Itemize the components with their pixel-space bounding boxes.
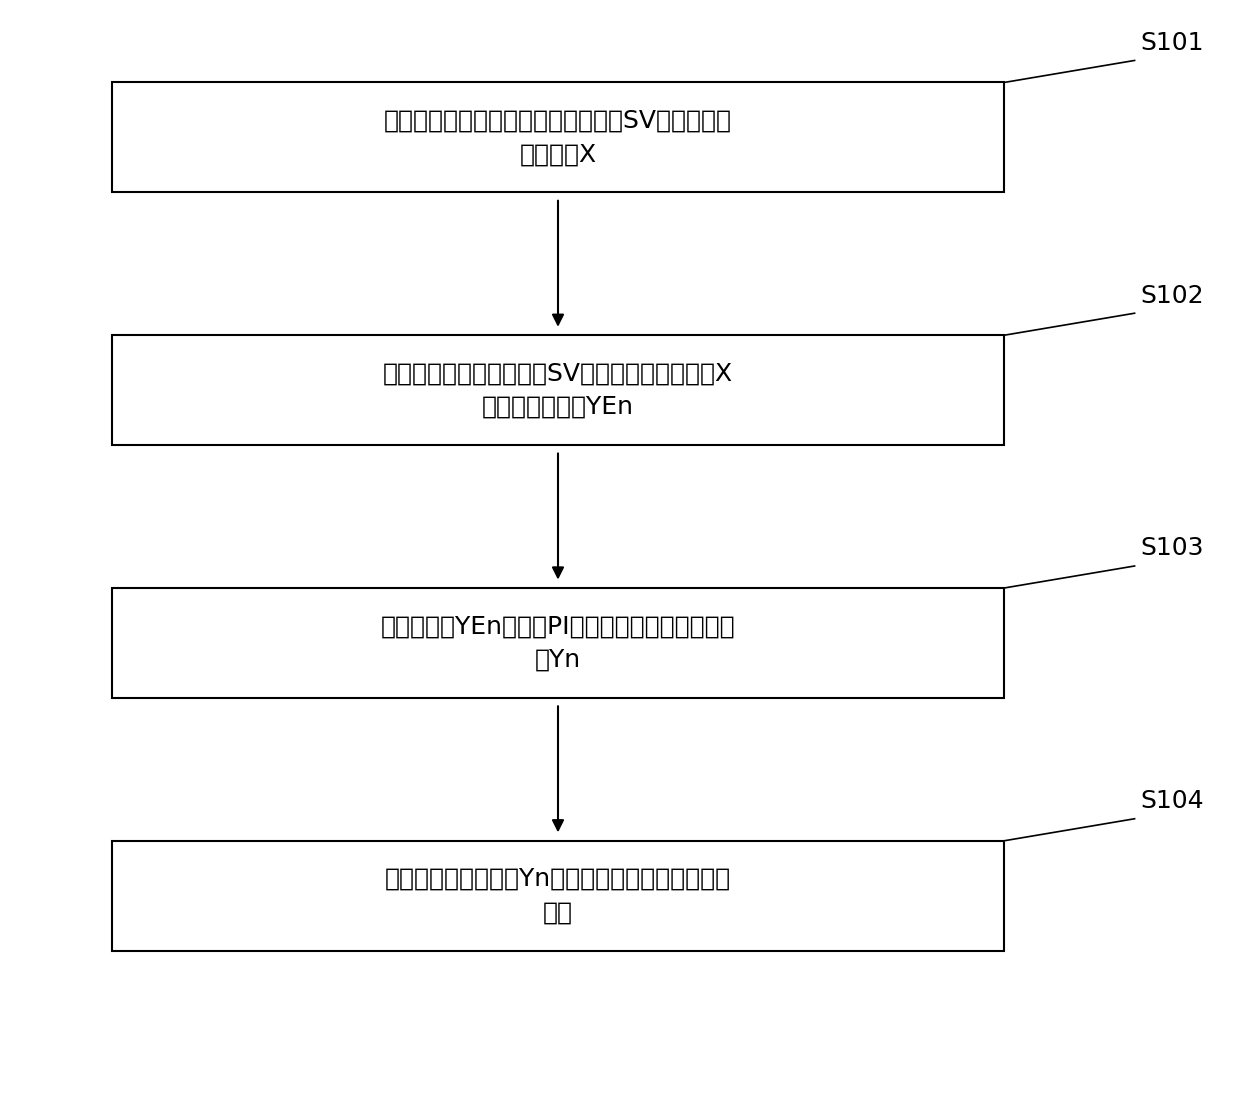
Text: 将所述偏差YEn输入到PI控制器，得到一转速控制
量Yn: 将所述偏差YEn输入到PI控制器，得到一转速控制 量Yn — [381, 614, 735, 671]
Text: S104: S104 — [1141, 789, 1204, 813]
FancyBboxPatch shape — [112, 82, 1004, 192]
Text: 将所述集气室压力设定值SV与集气室压力实际值X
比较，形成偏差YEn: 将所述集气室压力设定值SV与集气室压力实际值X 比较，形成偏差YEn — [383, 362, 733, 419]
Text: 通过所述转速控制量Yn对所述排烟风机的转速进行
控制: 通过所述转速控制量Yn对所述排烟风机的转速进行 控制 — [384, 867, 732, 924]
FancyBboxPatch shape — [112, 588, 1004, 698]
Text: 获取连续退火炉的集气室压力设定值SV及集气室压
力实际值X: 获取连续退火炉的集气室压力设定值SV及集气室压 力实际值X — [384, 109, 732, 166]
FancyBboxPatch shape — [112, 841, 1004, 951]
Text: S102: S102 — [1141, 284, 1204, 308]
Text: S101: S101 — [1141, 31, 1204, 55]
Text: S103: S103 — [1141, 536, 1204, 560]
FancyBboxPatch shape — [112, 335, 1004, 445]
